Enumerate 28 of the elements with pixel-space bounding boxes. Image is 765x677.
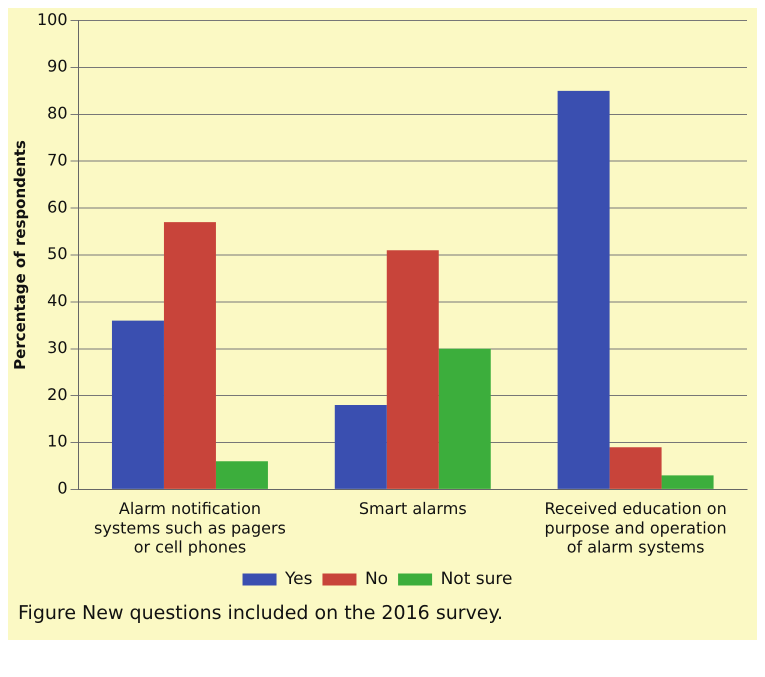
legend-label: Yes [284, 568, 313, 589]
legend-label: No [364, 568, 388, 589]
y-tick-label: 40 [47, 291, 68, 310]
y-tick-label: 100 [36, 10, 68, 29]
bar [216, 461, 268, 489]
y-tick-label: 50 [47, 244, 68, 264]
legend-label: Not sure [440, 568, 512, 589]
bar [662, 475, 714, 489]
y-tick-label: 80 [47, 104, 68, 123]
x-tick-label: Alarm notification systems such as pagers or cell phones [94, 499, 286, 557]
y-tick-label: 90 [47, 56, 68, 76]
bar [112, 320, 164, 489]
y-tick-label: 30 [47, 338, 68, 357]
bar [386, 250, 439, 489]
x-tick-label: Smart alarms [358, 499, 467, 518]
bar [164, 222, 216, 489]
bar [334, 405, 387, 489]
text: Figure New questions included on the 2016 survey. [17, 601, 504, 626]
y-tick-label: 0 [57, 478, 68, 498]
y-axis-title: Percentage of respondents [10, 140, 29, 370]
x-tick-label: Received education on purpose and operation of alarm systems [544, 499, 727, 557]
bar [610, 447, 662, 489]
y-tick-label: 60 [47, 197, 68, 216]
bar [438, 348, 491, 489]
y-tick-label: 10 [47, 432, 68, 451]
bar [558, 90, 610, 489]
y-tick-label: 70 [47, 150, 68, 170]
y-tick-label: 20 [47, 384, 68, 404]
